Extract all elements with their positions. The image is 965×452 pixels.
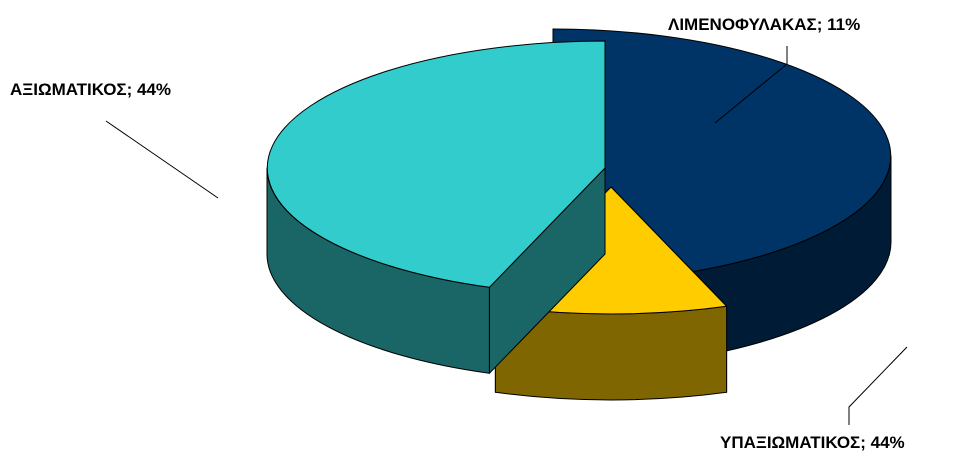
slice-ypaxiomatikos-top [266, 40, 606, 288]
pie-slice-ypaxiomatikos [266, 40, 606, 374]
label-axiomatikos: ΑΞΙΩΜΑΤΙΚΟΣ; 44% [10, 80, 171, 99]
label-limenofylakas: ΛΙΜΕΝΟΦΥΛΑΚΑΣ; 11% [668, 15, 860, 34]
leader-line-ypaxiomatikos [848, 346, 908, 425]
leader-line-limenofylakas [714, 46, 788, 124]
leader-line-axiomatikos [105, 120, 219, 199]
pie-slices [266, 28, 892, 401]
label-ypaxiomatikos: ΥΠΑΞΙΩΜΑΤΙΚΟΣ; 44% [720, 433, 905, 452]
